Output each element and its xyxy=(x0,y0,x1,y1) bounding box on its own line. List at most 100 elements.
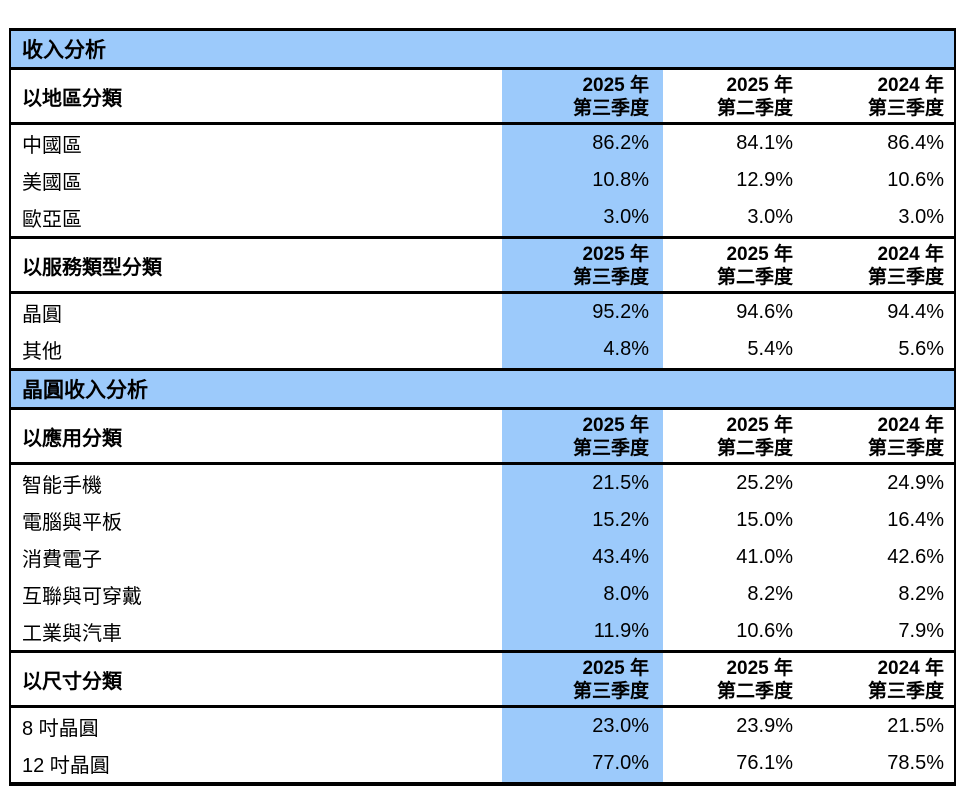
column-header-year: 2024 年 xyxy=(877,244,944,265)
column-header-year: 2025 年 xyxy=(582,658,649,679)
table-row-smartphone: 智能手機 21.5% 25.2% 24.9% xyxy=(10,462,955,502)
value-2024-q3: 16.4% xyxy=(887,509,944,531)
group-header-by-region: 以地區分類 2025 年 第三季度 2025 年 第二季度 2024 年 第三季… xyxy=(10,67,955,124)
value-2025-q3: 43.4% xyxy=(502,539,663,576)
table-row-8-inch-wafer: 8 吋晶圓 23.0% 23.9% 21.5% xyxy=(10,705,955,745)
value-2025-q3: 10.8% xyxy=(502,162,663,199)
column-header-quarter: 第三季度 xyxy=(572,438,649,459)
section-band-title: 晶圓收入分析 xyxy=(10,368,955,409)
column-header-quarter: 第三季度 xyxy=(572,267,649,288)
value-2024-q3: 10.6% xyxy=(887,169,944,191)
row-label: 美國區 xyxy=(22,172,82,194)
column-header-year: 2024 年 xyxy=(877,658,944,679)
table-row-computer-tablet: 電腦與平板 15.2% 15.0% 16.4% xyxy=(10,502,955,539)
column-header-2024-q3: 2024 年 第三季度 xyxy=(803,650,955,707)
section-band-wafer-revenue-analysis: 晶圓收入分析 xyxy=(10,368,955,409)
column-header-quarter: 第三季度 xyxy=(572,681,649,702)
column-header-2025-q2: 2025 年 第二季度 xyxy=(663,650,803,707)
section-band-title: 收入分析 xyxy=(10,29,955,69)
column-header-quarter: 第二季度 xyxy=(716,438,793,459)
value-2025-q2: 5.4% xyxy=(747,338,793,360)
table-row-china: 中國區 86.2% 84.1% 86.4% xyxy=(10,122,955,162)
column-header-2024-q3: 2024 年 第三季度 xyxy=(803,67,955,124)
row-label: 電腦與平板 xyxy=(22,512,122,534)
column-header-quarter: 第二季度 xyxy=(716,681,793,702)
value-2025-q2: 15.0% xyxy=(736,509,793,531)
column-header-year: 2025 年 xyxy=(726,75,793,96)
value-2024-q3: 24.9% xyxy=(803,462,955,502)
row-label: 8 吋晶圓 xyxy=(10,705,502,745)
value-2025-q3: 77.0% xyxy=(502,745,663,784)
table-row-industrial-automotive: 工業與汽車 11.9% 10.6% 7.9% xyxy=(10,613,955,652)
table-row-eurasia: 歐亞區 3.0% 3.0% 3.0% xyxy=(10,199,955,238)
value-2025-q3: 21.5% xyxy=(502,462,663,502)
value-2025-q2: 41.0% xyxy=(736,546,793,568)
value-2024-q3: 21.5% xyxy=(803,705,955,745)
value-2025-q2: 12.9% xyxy=(736,169,793,191)
column-header-quarter: 第二季度 xyxy=(716,98,793,119)
value-2025-q2: 3.0% xyxy=(747,206,793,228)
row-label: 消費電子 xyxy=(22,549,102,571)
value-2025-q3: 8.0% xyxy=(502,576,663,613)
table-row-others: 其他 4.8% 5.4% 5.6% xyxy=(10,331,955,370)
row-label: 晶圓 xyxy=(10,291,502,331)
value-2025-q2: 84.1% xyxy=(663,122,803,162)
column-header-year: 2024 年 xyxy=(877,75,944,96)
row-label: 智能手機 xyxy=(10,462,502,502)
group-header-by-size: 以尺寸分類 2025 年 第三季度 2025 年 第二季度 2024 年 第三季… xyxy=(10,650,955,707)
column-header-quarter: 第三季度 xyxy=(867,681,944,702)
row-label: 中國區 xyxy=(10,122,502,162)
value-2024-q3: 5.6% xyxy=(898,338,944,360)
value-2024-q3: 8.2% xyxy=(898,583,944,605)
column-header-2024-q3: 2024 年 第三季度 xyxy=(803,236,955,293)
value-2025-q3: 86.2% xyxy=(502,122,663,162)
value-2025-q3: 95.2% xyxy=(502,291,663,331)
table-row-12-inch-wafer: 12 吋晶圓 77.0% 76.1% 78.5% xyxy=(10,745,955,784)
group-label: 以應用分類 xyxy=(10,407,502,464)
value-2024-q3: 7.9% xyxy=(898,620,944,642)
column-header-2025-q3: 2025 年 第三季度 xyxy=(502,650,663,707)
table-row-connectivity-wearables: 互聯與可穿戴 8.0% 8.2% 8.2% xyxy=(10,576,955,613)
table-row-consumer-electronics: 消費電子 43.4% 41.0% 42.6% xyxy=(10,539,955,576)
value-2025-q3: 15.2% xyxy=(502,502,663,539)
column-header-year: 2025 年 xyxy=(582,244,649,265)
value-2025-q2: 23.9% xyxy=(663,705,803,745)
value-2025-q3: 4.8% xyxy=(502,331,663,370)
value-2025-q3: 3.0% xyxy=(502,199,663,238)
column-header-2024-q3: 2024 年 第三季度 xyxy=(803,407,955,464)
column-header-2025-q2: 2025 年 第二季度 xyxy=(663,67,803,124)
value-2025-q2: 25.2% xyxy=(663,462,803,502)
value-2024-q3: 94.4% xyxy=(803,291,955,331)
column-header-2025-q2: 2025 年 第二季度 xyxy=(663,407,803,464)
row-label: 歐亞區 xyxy=(22,209,82,231)
row-label: 12 吋晶圓 xyxy=(22,755,110,777)
value-2025-q2: 10.6% xyxy=(736,620,793,642)
group-header-by-application: 以應用分類 2025 年 第三季度 2025 年 第二季度 2024 年 第三季… xyxy=(10,407,955,464)
column-header-quarter: 第三季度 xyxy=(867,98,944,119)
group-header-by-service-type: 以服務類型分類 2025 年 第三季度 2025 年 第二季度 2024 年 第… xyxy=(10,236,955,293)
value-2024-q3: 78.5% xyxy=(887,752,944,774)
value-2025-q2: 94.6% xyxy=(663,291,803,331)
group-label: 以服務類型分類 xyxy=(10,236,502,293)
group-label: 以尺寸分類 xyxy=(10,650,502,707)
column-header-2025-q3: 2025 年 第三季度 xyxy=(502,67,663,124)
value-2024-q3: 42.6% xyxy=(887,546,944,568)
value-2025-q3: 11.9% xyxy=(502,613,663,652)
value-2024-q3: 3.0% xyxy=(898,206,944,228)
column-header-year: 2025 年 xyxy=(726,244,793,265)
section-band-revenue-analysis: 收入分析 xyxy=(10,29,955,69)
table-row-wafer: 晶圓 95.2% 94.6% 94.4% xyxy=(10,291,955,331)
value-2025-q2: 8.2% xyxy=(747,583,793,605)
column-header-2025-q2: 2025 年 第二季度 xyxy=(663,236,803,293)
value-2025-q3: 23.0% xyxy=(502,705,663,745)
row-label: 互聯與可穿戴 xyxy=(22,586,142,608)
value-2024-q3: 86.4% xyxy=(803,122,955,162)
column-header-2025-q3: 2025 年 第三季度 xyxy=(502,236,663,293)
row-label: 工業與汽車 xyxy=(22,623,122,645)
column-header-year: 2025 年 xyxy=(726,658,793,679)
column-header-2025-q3: 2025 年 第三季度 xyxy=(502,407,663,464)
column-header-year: 2025 年 xyxy=(582,75,649,96)
column-header-quarter: 第三季度 xyxy=(572,98,649,119)
column-header-quarter: 第三季度 xyxy=(867,267,944,288)
